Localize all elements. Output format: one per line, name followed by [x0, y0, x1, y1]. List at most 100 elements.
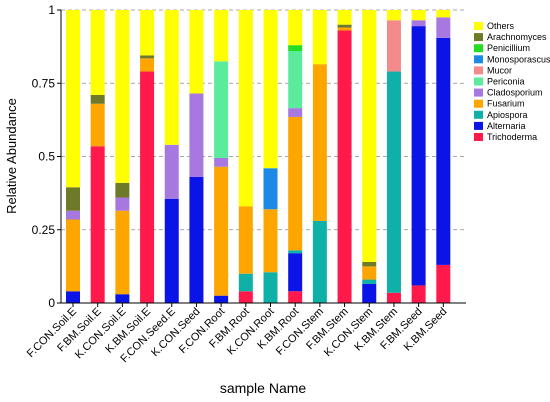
bar-segment-alternaria [115, 294, 130, 303]
y-tick-labels: 0 0.25 0.5 0.75 1 [32, 3, 61, 310]
bar-segment-alternaria [436, 37, 451, 265]
bar-segment-trichoderma [140, 71, 155, 303]
legend-label-cladosporium: Cladosporium [487, 88, 543, 98]
bar-segment-arachnomyces [362, 261, 377, 267]
y-tick-label: 0.5 [38, 150, 55, 164]
legend-swatch-monosporascus [474, 55, 483, 64]
bar-segment-others [288, 10, 303, 46]
legend-label-trichoderma: Trichoderma [487, 132, 537, 142]
bar-segment-apiospora [362, 279, 377, 284]
bar-segment-fusarium [288, 116, 303, 251]
legend-label-alternaria: Alternaria [487, 121, 526, 131]
bar-segment-alternaria [164, 198, 179, 303]
bar-segment-others [189, 10, 204, 94]
legend-swatch-periconia [474, 77, 483, 86]
bar-segment-trichoderma [288, 291, 303, 303]
y-axis-label: Relative Abundance [4, 98, 19, 214]
bar-segment-others [386, 10, 401, 21]
bar-segment-apiospora [238, 273, 253, 292]
bar-segment-fusarium [337, 27, 352, 31]
bar-segment-others [362, 10, 377, 262]
bar-segment-alternaria [214, 295, 229, 303]
legend-swatch-fusarium [474, 99, 483, 108]
bar-segment-alternaria [288, 253, 303, 292]
bar-segment-cladosporium [189, 93, 204, 178]
bar-segment-periconia [288, 51, 303, 109]
bars [66, 10, 451, 303]
bar-segment-alternaria [189, 177, 204, 303]
bar-segment-others [90, 10, 105, 95]
bar-segment-alternaria [362, 283, 377, 303]
bar-segment-periconia [214, 61, 229, 158]
legend-label-monosporascus: Monosporascus [487, 54, 550, 64]
bar-segment-cladosporium [115, 197, 130, 211]
bar-segment-others [238, 10, 253, 207]
legend-swatch-cladosporium [474, 88, 483, 97]
legend-label-apiospora: Apiospora [487, 110, 528, 120]
legend-label-fusarium: Fusarium [487, 99, 525, 109]
legend-swatch-penicillium [474, 44, 483, 53]
bar-segment-arachnomyces [115, 182, 130, 198]
bar-segment-others [312, 10, 327, 65]
y-tick-label: 0.75 [32, 76, 56, 90]
bar-segment-others [66, 10, 80, 188]
bar-segment-cladosporium [436, 17, 451, 38]
bar-segment-others [140, 10, 155, 56]
bar-segment-fusarium [312, 64, 327, 221]
bar-segment-trichoderma [238, 291, 253, 303]
bar-segment-apiospora [312, 220, 327, 303]
bar-segment-cladosporium [214, 157, 229, 167]
bar-segment-fusarium [140, 58, 155, 72]
legend-label-mucor: Mucor [487, 65, 512, 75]
bar-segment-apiospora [263, 272, 278, 303]
y-tick-label: 0 [48, 296, 55, 310]
bar-segment-arachnomyces [140, 55, 155, 59]
bar-segment-apiospora [288, 250, 303, 254]
legend: OthersArachnomycesPenicilliumMonosporasc… [474, 21, 550, 142]
bar-segment-fusarium [90, 103, 105, 147]
bar-segment-arachnomyces [337, 24, 352, 28]
x-tick-labels: F.CON.Soil.EF.BM.Soil.EK.CON.Soil.EK.BM.… [25, 303, 449, 365]
bar-segment-others [214, 10, 229, 62]
bar-segment-fusarium [263, 209, 278, 273]
bar-segment-fusarium [214, 166, 229, 296]
bar-segment-trichoderma [90, 146, 105, 303]
bar-segment-others [436, 10, 451, 18]
bar-segment-cladosporium [411, 20, 426, 27]
x-axis-label: sample Name [220, 380, 307, 396]
y-tick-label: 0.25 [32, 223, 56, 237]
bar-segment-alternaria [66, 291, 80, 303]
legend-label-others: Others [487, 21, 515, 31]
bar-segment-trichoderma [411, 285, 426, 303]
legend-swatch-trichoderma [474, 133, 483, 141]
legend-swatch-apiospora [474, 110, 483, 119]
bar-segment-apiospora [386, 71, 401, 293]
bar-segment-alternaria [411, 26, 426, 286]
legend-swatch-others [474, 22, 483, 30]
legend-swatch-mucor [474, 66, 483, 75]
legend-swatch-alternaria [474, 121, 483, 130]
bar-segment-others [115, 10, 130, 183]
bar-segment-cladosporium [164, 144, 179, 199]
bar-segment-arachnomyces [66, 187, 80, 211]
bar-segment-fusarium [362, 266, 377, 280]
legend-label-penicillium: Penicillium [487, 43, 530, 53]
bar-segment-penicillium [288, 45, 303, 52]
bar-segment-trichoderma [436, 264, 451, 303]
bar-segment-trichoderma [386, 292, 401, 303]
bar-segment-fusarium [238, 206, 253, 274]
bar-segment-fusarium [66, 219, 80, 292]
legend-label-arachnomyces: Arachnomyces [487, 32, 547, 42]
y-tick-label: 1 [48, 3, 55, 17]
bar-segment-trichoderma [337, 30, 352, 303]
bar-segment-monosporascus [263, 168, 278, 210]
bar-segment-others [263, 10, 278, 169]
bar-segment-others [411, 10, 426, 21]
bar-segment-cladosporium [66, 210, 80, 220]
bar-segment-fusarium [115, 210, 130, 295]
bar-segment-others [337, 10, 352, 25]
bar-segment-others [164, 10, 179, 145]
legend-label-periconia: Periconia [487, 77, 525, 87]
bar-segment-arachnomyces [90, 94, 105, 104]
bar-segment-mucor [386, 20, 401, 72]
